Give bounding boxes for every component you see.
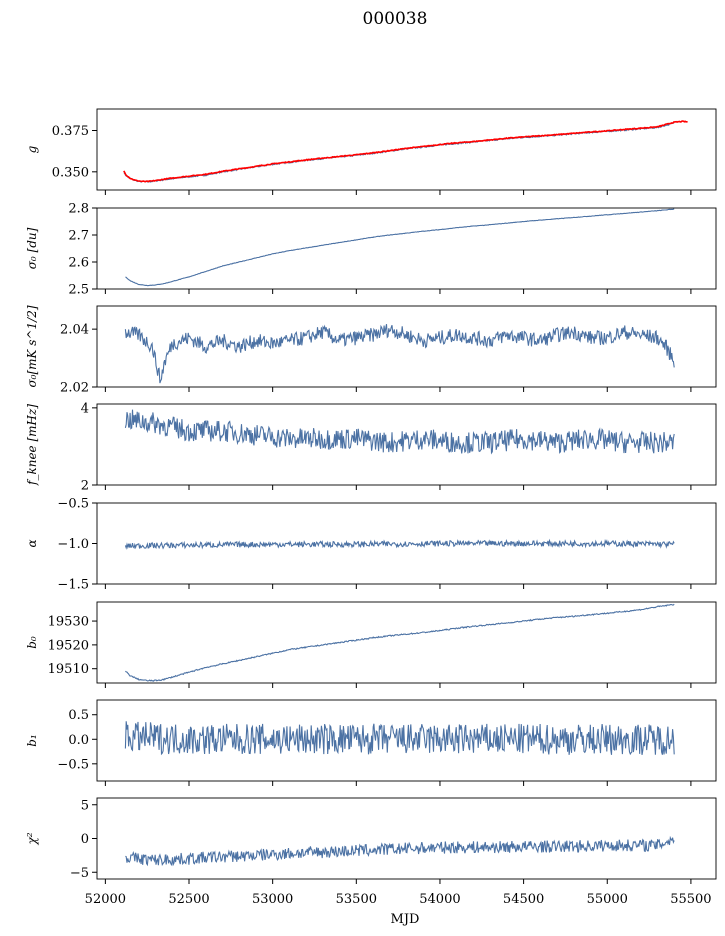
y-tick-label: 19520 <box>48 638 89 653</box>
y-tick-label: 2.8 <box>68 202 89 217</box>
y-tick-label: 4 <box>81 401 89 416</box>
panel-frame <box>96 601 717 684</box>
y-tick-label: −1.0 <box>57 537 89 552</box>
panel-frame <box>96 108 717 191</box>
series-line-5-1 <box>124 538 675 550</box>
series-line-4-1 <box>124 409 675 455</box>
y-axis-label: α <box>25 539 39 547</box>
y-tick-label: 5 <box>81 798 89 813</box>
y-tick-label: 19530 <box>48 615 89 630</box>
x-tick-label: 52000 <box>85 892 126 907</box>
series-line-2-1 <box>125 208 675 287</box>
y-axis-label: g <box>25 145 39 153</box>
x-tick-label: 52500 <box>168 892 209 907</box>
x-tick-label: 55500 <box>670 892 711 907</box>
panel-frame <box>96 797 717 880</box>
y-tick-label: 0.350 <box>52 165 89 180</box>
series-line-1-2 <box>123 120 688 183</box>
y-tick-label: 2 <box>81 479 89 494</box>
y-tick-label: 0 <box>81 832 89 847</box>
y-axis-label: σ₀ [du] <box>25 227 39 269</box>
panels: 0.350 0.375 g 2.5 2.6 2.7 2.8 σ₀ [du] 2.02 2.04 σ₀… <box>25 108 717 884</box>
panel-7: −0.5 0.0 0.5 b₁ <box>25 699 717 786</box>
series-line-7-1 <box>124 721 675 756</box>
y-tick-label: 0.375 <box>52 124 89 139</box>
panel-1: 0.350 0.375 g <box>25 108 717 195</box>
panel-frame <box>96 207 717 290</box>
x-axis-label: MJD <box>391 912 420 927</box>
y-axis-label: b₀ <box>25 636 39 649</box>
panel-8: −5 0 5 χ² <box>25 797 717 884</box>
y-tick-label: 0.5 <box>68 708 89 723</box>
y-axis-label: χ² <box>25 832 39 845</box>
y-tick-label: 19510 <box>48 662 89 677</box>
series-line-8-1 <box>125 835 675 867</box>
panel-frame <box>96 403 717 486</box>
y-tick-label: 2.02 <box>60 381 89 396</box>
y-tick-label: 2.7 <box>68 229 89 244</box>
y-tick-label: −0.5 <box>57 757 89 772</box>
y-tick-label: 0.0 <box>68 733 89 748</box>
y-tick-label: −5 <box>70 866 89 881</box>
y-tick-label: 2.5 <box>68 283 89 298</box>
panel-6: 19510 19520 19530 b₀ <box>25 601 717 688</box>
panel-frame <box>96 305 717 388</box>
x-tick-label: 54000 <box>419 892 460 907</box>
panel-2: 2.5 2.6 2.7 2.8 σ₀ [du] <box>25 202 717 298</box>
y-axis-label: b₁ <box>25 734 39 747</box>
shared-x-axis: 52000 52500 53000 53500 54000 54500 55000 55500 <box>85 892 712 907</box>
panel-4: 2 4 f_knee [mHz] <box>25 401 717 494</box>
y-axis-label: f_knee [mHz] <box>25 404 39 486</box>
x-tick-label: 53000 <box>252 892 293 907</box>
panel-3: 2.02 2.04 σ₀[mK s^1/2] <box>25 305 717 396</box>
y-tick-label: 2.6 <box>68 256 89 271</box>
y-axis-label: σ₀[mK s^1/2] <box>25 305 39 387</box>
y-tick-label: 2.04 <box>60 323 89 338</box>
panel-frame <box>96 699 717 782</box>
y-tick-label: −0.5 <box>57 497 89 512</box>
series-line-6-1 <box>125 603 675 682</box>
x-tick-label: 54500 <box>503 892 544 907</box>
x-tick-label: 53500 <box>336 892 377 907</box>
figure-title: 000038 <box>363 9 428 29</box>
x-tick-label: 55000 <box>587 892 628 907</box>
panel-5: −1.5 −1.0 −0.5 α <box>25 497 717 593</box>
series-line-3-1 <box>124 324 675 384</box>
y-tick-label: −1.5 <box>57 578 89 593</box>
